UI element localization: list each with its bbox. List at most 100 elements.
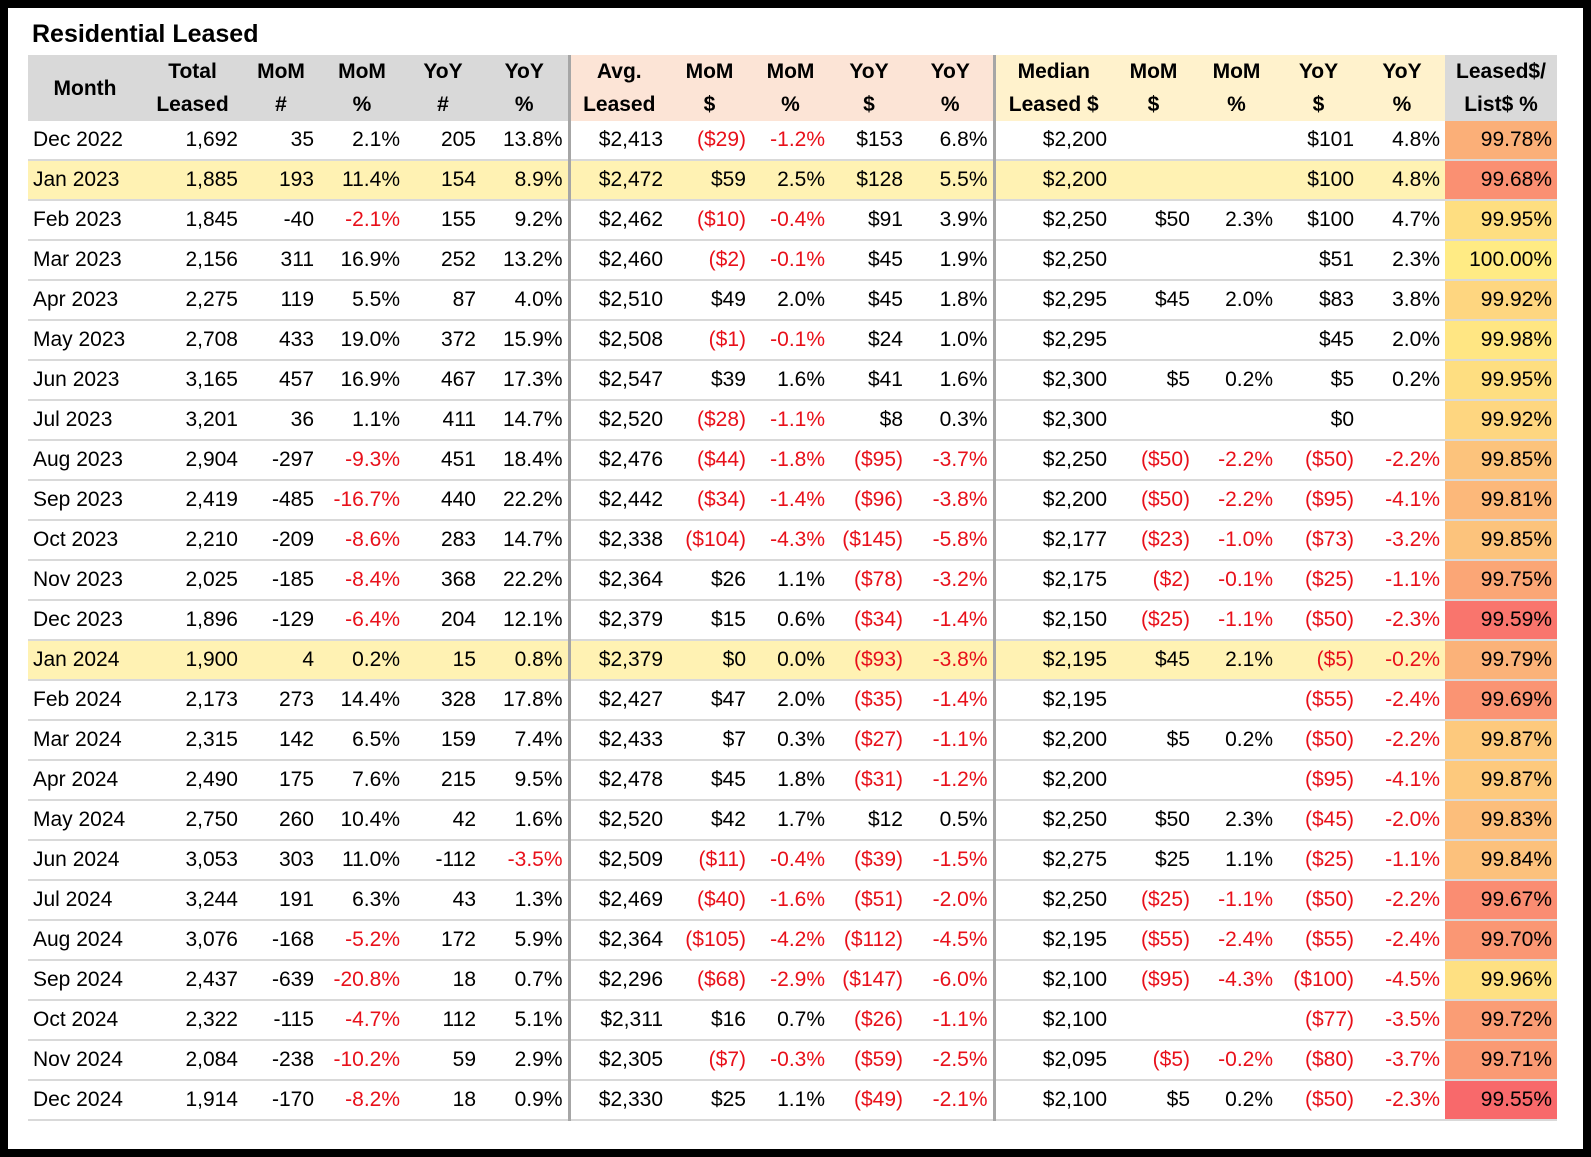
value-cell: ($50) bbox=[1278, 600, 1359, 641]
value-cell: 6.3% bbox=[319, 880, 405, 921]
value-cell: 18 bbox=[405, 1080, 481, 1121]
value-cell: $8 bbox=[830, 400, 908, 441]
value-cell: -5.2% bbox=[319, 920, 405, 961]
value-cell: 433 bbox=[243, 320, 319, 361]
value-cell: 43 bbox=[405, 880, 481, 921]
data-row: Mar 2023 2,156 311 16.9% 252 13.2% $2,460 ($2) -… bbox=[28, 240, 1557, 281]
value-cell: 1,900 bbox=[142, 640, 243, 681]
column-header: Month bbox=[28, 55, 142, 121]
value-cell: -4.1% bbox=[1359, 760, 1445, 801]
value-cell bbox=[1359, 400, 1445, 441]
value-cell: ($5) bbox=[1278, 640, 1359, 681]
value-cell: 0.2% bbox=[1195, 1080, 1278, 1121]
value-cell: -0.1% bbox=[751, 240, 830, 281]
value-cell: 0.3% bbox=[908, 400, 994, 441]
value-cell: 2,156 bbox=[142, 240, 243, 281]
value-cell: -3.8% bbox=[908, 480, 994, 521]
value-cell: 9.2% bbox=[481, 200, 569, 241]
value-cell: 2,084 bbox=[142, 1040, 243, 1081]
value-cell: -1.5% bbox=[908, 840, 994, 881]
value-cell: ($27) bbox=[830, 720, 908, 761]
value-cell: -8.6% bbox=[319, 520, 405, 561]
value-cell: -0.4% bbox=[751, 840, 830, 881]
value-cell: 99.84% bbox=[1445, 840, 1557, 881]
value-cell: -2.1% bbox=[319, 200, 405, 241]
month-cell: Aug 2024 bbox=[28, 920, 142, 961]
column-header: # bbox=[405, 88, 481, 121]
value-cell: $2,472 bbox=[567, 160, 668, 201]
value-cell: -209 bbox=[243, 520, 319, 561]
value-cell: $101 bbox=[1278, 121, 1359, 161]
data-table: Month Total MoM MoM YoY YoY Avg. MoM MoM YoY YoY Me… bbox=[28, 55, 1557, 1121]
value-cell: 1,845 bbox=[142, 200, 243, 241]
value-cell: ($95) bbox=[1278, 760, 1359, 801]
month-cell: Dec 2022 bbox=[28, 121, 142, 161]
value-cell: 99.72% bbox=[1445, 1000, 1557, 1041]
header-row: Month Total MoM MoM YoY YoY Avg. MoM MoM YoY YoY Me… bbox=[28, 55, 1557, 121]
value-cell: 99.79% bbox=[1445, 640, 1557, 681]
month-cell: May 2023 bbox=[28, 320, 142, 361]
month-cell: Apr 2023 bbox=[28, 280, 142, 321]
value-cell: $2,250 bbox=[992, 800, 1112, 841]
value-cell: $2,509 bbox=[567, 840, 668, 881]
value-cell: $2,250 bbox=[992, 440, 1112, 481]
value-cell: 119 bbox=[243, 280, 319, 321]
value-cell: $2,476 bbox=[567, 440, 668, 481]
value-cell: ($23) bbox=[1112, 520, 1195, 561]
value-cell: ($10) bbox=[668, 200, 751, 241]
value-cell: $2,510 bbox=[567, 280, 668, 321]
value-cell: -4.3% bbox=[751, 520, 830, 561]
data-row: Aug 2024 3,076 -168 -5.2% 172 5.9% $2,364 ($105… bbox=[28, 920, 1557, 961]
value-cell: 99.83% bbox=[1445, 800, 1557, 841]
column-header: MoM bbox=[243, 55, 319, 88]
value-cell: 2.3% bbox=[1195, 200, 1278, 241]
value-cell: $153 bbox=[830, 121, 908, 161]
value-cell: 372 bbox=[405, 320, 481, 361]
value-cell: $45 bbox=[1278, 320, 1359, 361]
value-cell: 2.5% bbox=[751, 160, 830, 201]
value-cell: -2.9% bbox=[751, 960, 830, 1001]
value-cell: $100 bbox=[1278, 200, 1359, 241]
value-cell: -1.2% bbox=[751, 121, 830, 161]
column-header: YoY bbox=[830, 55, 908, 88]
value-cell: -2.2% bbox=[1195, 440, 1278, 481]
title: Residential Leased bbox=[32, 20, 259, 48]
month-cell: Dec 2024 bbox=[28, 1080, 142, 1121]
value-cell: $2,460 bbox=[567, 240, 668, 281]
column-header: List$ % bbox=[1445, 88, 1557, 121]
value-cell: ($68) bbox=[668, 960, 751, 1001]
value-cell: 99.70% bbox=[1445, 920, 1557, 961]
data-row: Sep 2024 2,437 -639 -20.8% 18 0.7% $2,296 ($68)… bbox=[28, 960, 1557, 1001]
value-cell: -2.4% bbox=[1195, 920, 1278, 961]
value-cell: 204 bbox=[405, 600, 481, 641]
value-cell: ($78) bbox=[830, 560, 908, 601]
value-cell: $2,295 bbox=[992, 320, 1112, 361]
value-cell: ($45) bbox=[1278, 800, 1359, 841]
value-cell: -1.1% bbox=[908, 720, 994, 761]
sheet: Residential Leased Month Total MoM MoM YoY Yo… bbox=[8, 8, 1583, 1149]
value-cell: 411 bbox=[405, 400, 481, 441]
value-cell bbox=[1195, 760, 1278, 801]
value-cell: -3.2% bbox=[1359, 520, 1445, 561]
value-cell: 2,210 bbox=[142, 520, 243, 561]
data-row: Feb 2023 1,845 -40 -2.1% 155 9.2% $2,462 ($10) -… bbox=[28, 200, 1557, 241]
value-cell: -0.2% bbox=[1195, 1040, 1278, 1081]
month-cell: Jan 2024 bbox=[28, 640, 142, 681]
value-cell: ($26) bbox=[830, 1000, 908, 1041]
value-cell: 99.95% bbox=[1445, 360, 1557, 401]
column-header: YoY bbox=[405, 55, 481, 88]
value-cell: $2,200 bbox=[992, 121, 1112, 161]
column-header: MoM bbox=[319, 55, 405, 88]
value-cell: -0.2% bbox=[1359, 640, 1445, 681]
value-cell: $26 bbox=[668, 560, 751, 601]
value-cell bbox=[1195, 1000, 1278, 1041]
value-cell: 99.85% bbox=[1445, 440, 1557, 481]
value-cell: 99.98% bbox=[1445, 320, 1557, 361]
value-cell: -485 bbox=[243, 480, 319, 521]
value-cell: 7.4% bbox=[481, 720, 569, 761]
value-cell: 5.5% bbox=[908, 160, 994, 201]
value-cell: $91 bbox=[830, 200, 908, 241]
value-cell: -1.4% bbox=[751, 480, 830, 521]
header-row: Leased #% #% Leased $% $% Leased $ $% $% List$ % bbox=[28, 88, 1557, 121]
value-cell: 273 bbox=[243, 680, 319, 721]
